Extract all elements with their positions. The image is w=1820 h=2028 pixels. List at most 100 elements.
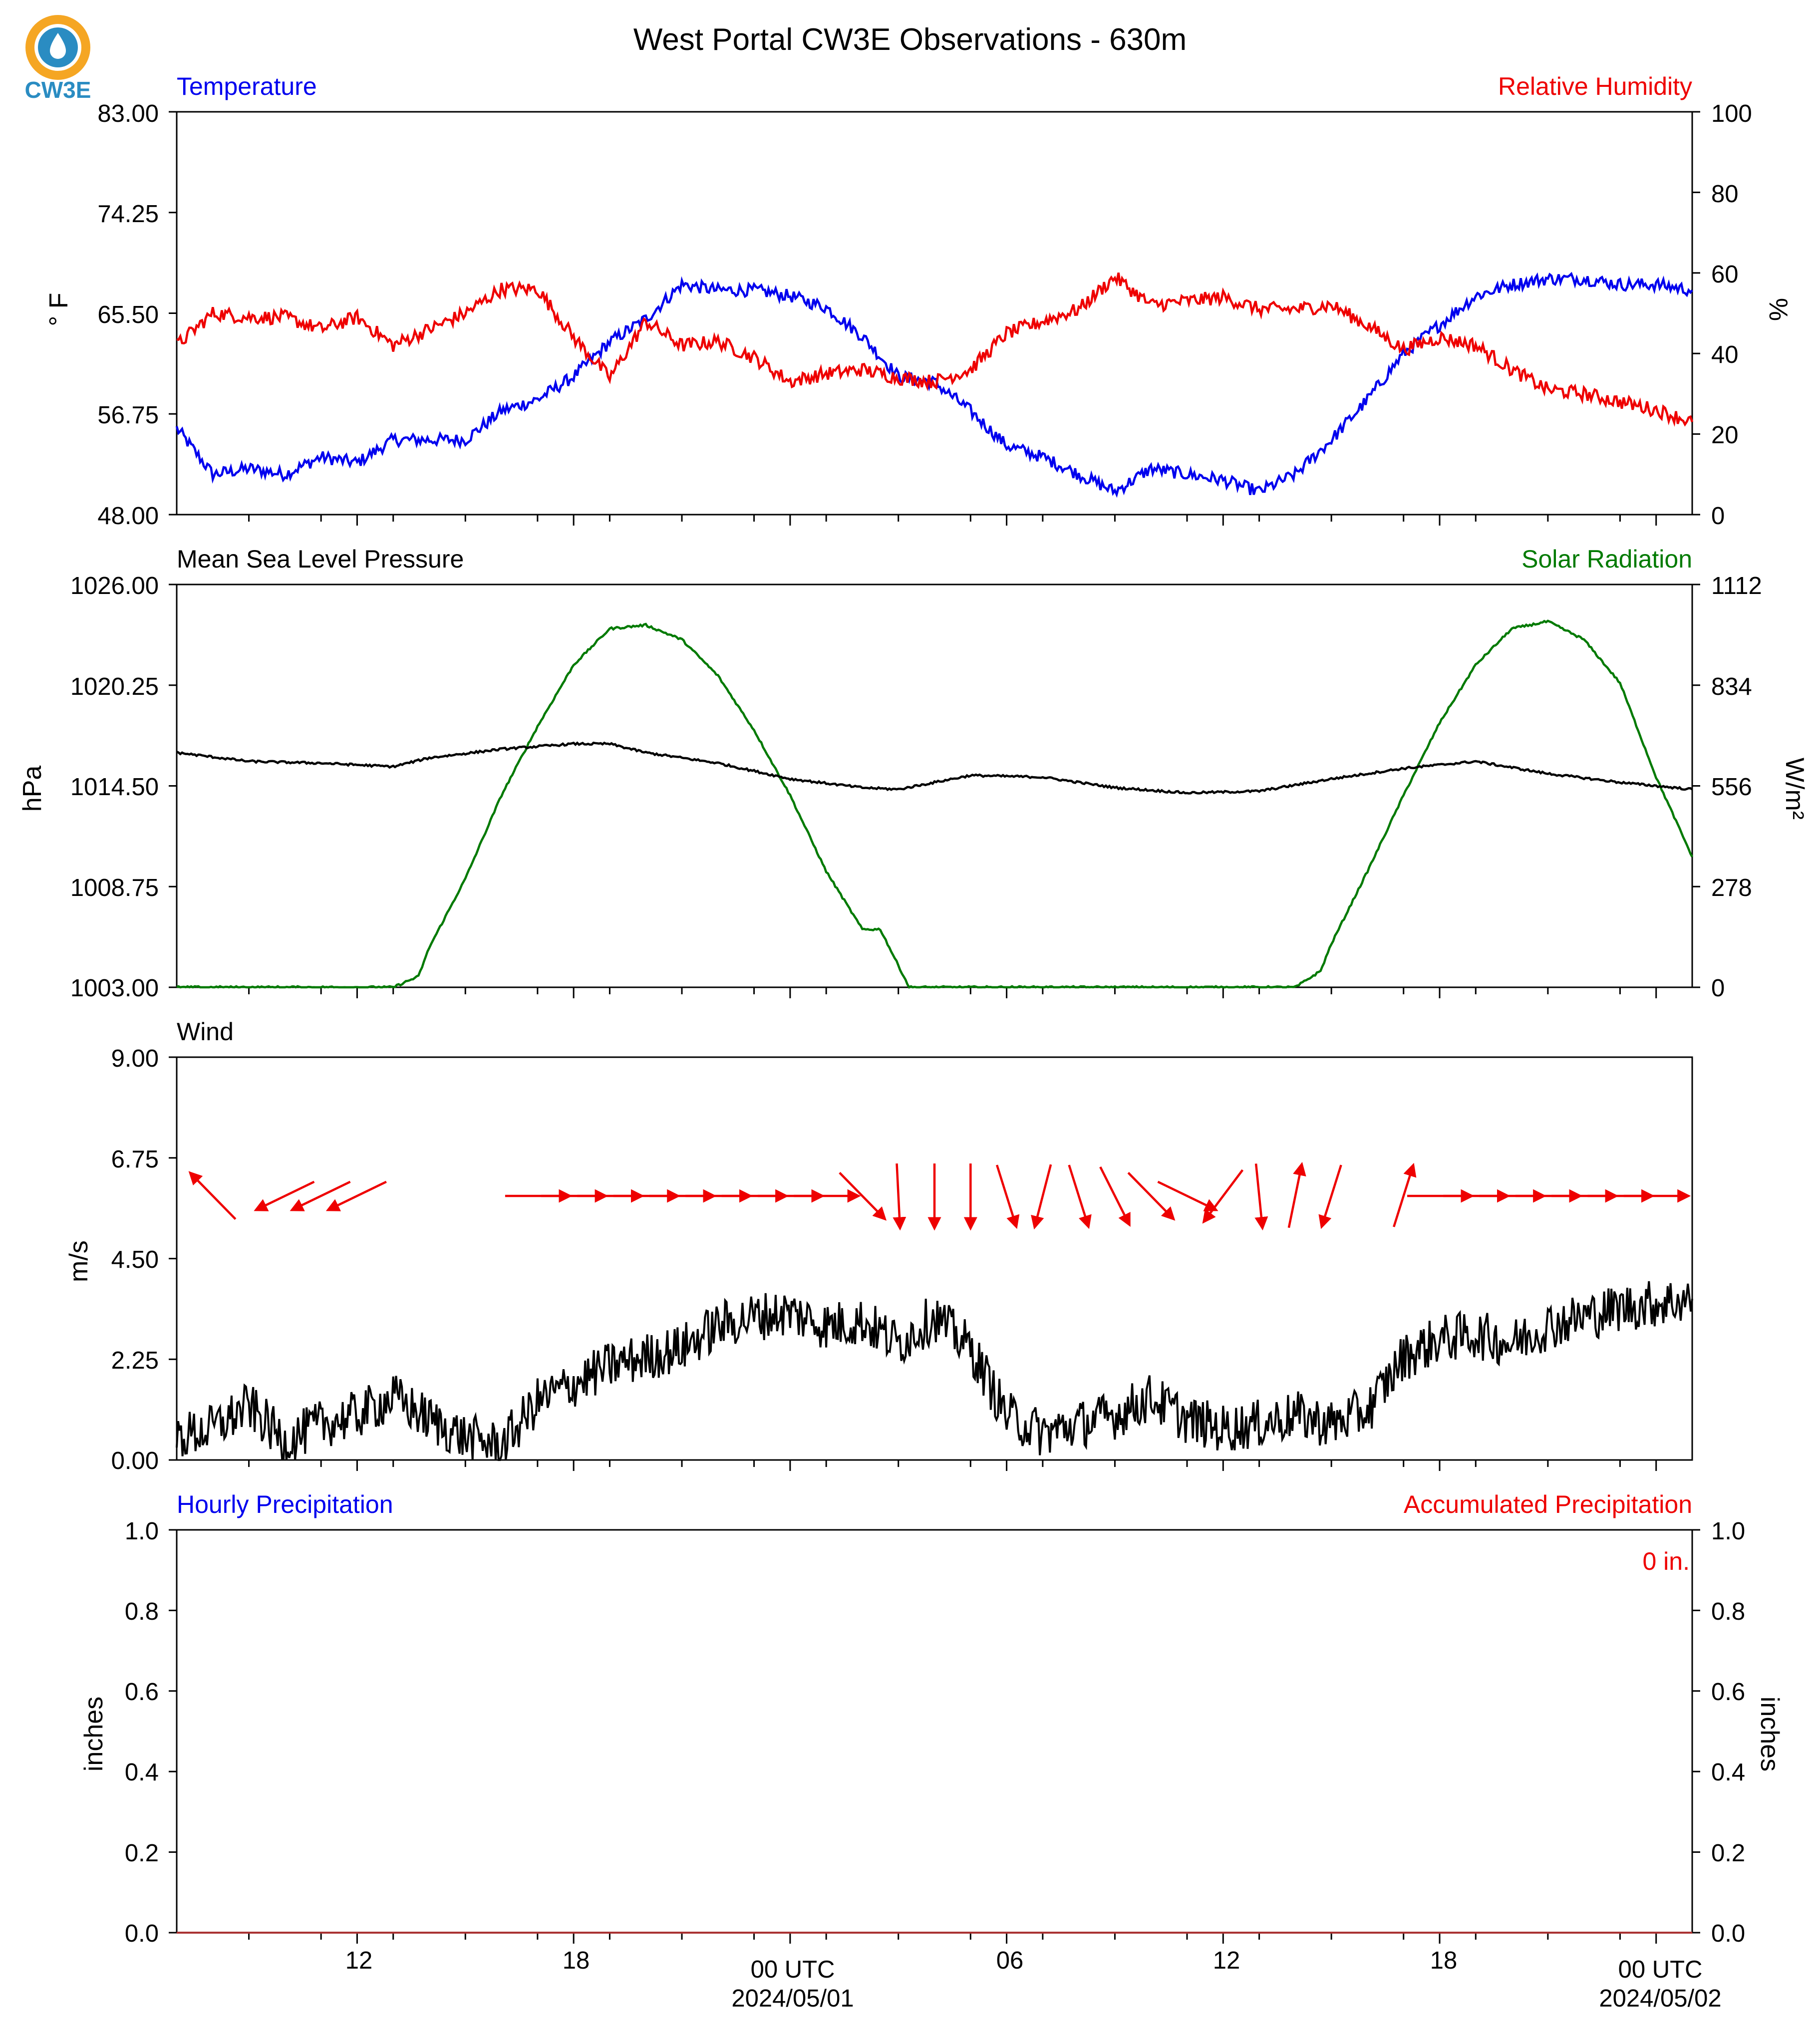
temperature-line (175, 272, 1693, 498)
x-date-label: 2024/05/02 (1599, 1985, 1721, 2012)
rh-tick-label: 40 (1711, 341, 1739, 368)
accum-precip-value: 0 in. (1642, 1547, 1690, 1575)
pressure-tick-label: 1014.50 (70, 774, 159, 801)
pressure-line (176, 741, 1693, 795)
wind-direction-arrow (995, 1164, 1020, 1229)
humidity-y-ticks: 100 80 60 40 20 0 (1711, 100, 1752, 530)
wind-direction-arrow (1127, 1171, 1176, 1221)
temperature-title: Temperature (177, 72, 317, 100)
precip-tick-label: 0.4 (125, 1759, 159, 1786)
x-tick-label: 12 (345, 1947, 373, 1974)
solar-tick-label: 0 (1711, 975, 1725, 1002)
precip-tick-label: 0.6 (125, 1679, 159, 1706)
cw3e-logo: CW3E (25, 15, 91, 103)
pressure-y-ticks: 1026.00 1020.25 1014.50 1008.75 1003.00 (70, 573, 159, 1002)
temp-tick-label: 74.25 (97, 201, 159, 228)
wind-tick-label: 4.50 (111, 1246, 159, 1273)
wind-direction-arrow (1393, 1162, 1417, 1227)
panel-wind: Wind m/s 9.00 6.75 4.50 2.25 0.00 (64, 1018, 234, 1474)
solar-tick-label: 278 (1711, 874, 1752, 901)
wind-direction-arrow (1099, 1166, 1131, 1227)
wind-speed-line (176, 1281, 1693, 1461)
precip-tick-label: 0.8 (125, 1598, 159, 1625)
wind-direction-arrow (1254, 1163, 1268, 1231)
solar-radiation-line (176, 619, 1693, 989)
temperature-unit-label: ° F (44, 292, 73, 326)
x-tick-label: 18 (1430, 1947, 1458, 1974)
wind-direction-arrow (1318, 1164, 1342, 1229)
precip-tick-label: 0.0 (1711, 1920, 1745, 1947)
temperature-y-ticks: 83.00 74.25 65.50 56.75 48.00 (97, 100, 159, 530)
x-tick-label: 12 (1213, 1947, 1240, 1974)
wind-direction-arrow (1031, 1164, 1052, 1230)
wind-tick-label: 6.75 (111, 1146, 159, 1173)
panel-temp-rh: Temperature Relative Humidity ° F % 83.0… (44, 72, 1793, 530)
wind-tick-label: 2.25 (111, 1347, 159, 1374)
wind-direction-arrow (1157, 1180, 1218, 1211)
humidity-unit-label: % (1764, 298, 1793, 321)
wind-unit-label: m/s (64, 1240, 93, 1282)
humidity-line (176, 272, 1694, 427)
wind-tick-label: 0.00 (111, 1448, 159, 1474)
x-tick-label: 18 (563, 1947, 590, 1974)
precip-left-y-ticks: 1.0 0.8 0.6 0.4 0.2 0.0 (125, 1518, 159, 1947)
pressure-tick-label: 1026.00 (70, 573, 159, 599)
rh-tick-label: 80 (1711, 181, 1739, 208)
x-tick-label: 06 (996, 1947, 1024, 1974)
pressure-title: Mean Sea Level Pressure (177, 545, 464, 573)
hourly-precip-title: Hourly Precipitation (177, 1490, 393, 1518)
rh-tick-label: 100 (1711, 100, 1752, 127)
rh-tick-label: 0 (1711, 503, 1725, 530)
temp-tick-label: 48.00 (97, 503, 159, 530)
precip-tick-label: 0.8 (1711, 1598, 1745, 1625)
rh-tick-label: 60 (1711, 261, 1739, 288)
wind-tick-label: 9.00 (111, 1045, 159, 1072)
precip-right-unit-label: inches (1755, 1697, 1784, 1771)
solar-tick-label: 556 (1711, 774, 1752, 801)
solar-title: Solar Radiation (1521, 545, 1692, 573)
x-tick-label: 00 UTC (1618, 1956, 1703, 1983)
panel-precip: Hourly Precipitation Accumulated Precipi… (79, 1490, 1784, 1947)
wind-direction-arrow (290, 1180, 351, 1211)
precip-tick-label: 0.4 (1711, 1759, 1745, 1786)
panel-pressure-solar: Mean Sea Level Pressure Solar Radiation … (18, 545, 1809, 1002)
precip-tick-label: 0.2 (1711, 1840, 1745, 1867)
chart-title: West Portal CW3E Observations - 630m (633, 22, 1187, 57)
wind-direction-arrow (254, 1180, 315, 1211)
logo-drop-icon (50, 33, 66, 59)
wind-direction-arrow (325, 1180, 387, 1211)
wind-direction-arrow (1202, 1169, 1244, 1224)
x-date-label: 2024/05/01 (731, 1985, 854, 2012)
logo-text: CW3E (25, 77, 91, 103)
wind-direction-arrow (839, 1171, 887, 1221)
wind-direction-arrow (1287, 1161, 1306, 1228)
temp-tick-label: 83.00 (97, 100, 159, 127)
accum-precip-title: Accumulated Precipitation (1404, 1490, 1692, 1518)
humidity-title: Relative Humidity (1498, 72, 1692, 100)
precip-tick-label: 1.0 (125, 1518, 159, 1545)
plot-layer (169, 111, 1700, 1944)
wind-y-ticks: 9.00 6.75 4.50 2.25 0.00 (111, 1045, 159, 1474)
solar-tick-label: 1112 (1711, 573, 1762, 599)
precip-tick-label: 0.0 (125, 1920, 159, 1947)
solar-unit-label: W/m² (1780, 758, 1809, 820)
temp-tick-label: 56.75 (97, 402, 159, 429)
temp-tick-label: 65.50 (97, 301, 159, 328)
wind-title: Wind (177, 1018, 234, 1046)
pressure-tick-label: 1003.00 (70, 975, 159, 1002)
wind-direction-arrow (1068, 1164, 1092, 1229)
pressure-unit-label: hPa (18, 766, 47, 812)
pressure-tick-label: 1020.25 (70, 673, 159, 700)
precip-tick-label: 0.6 (1711, 1679, 1745, 1706)
precip-right-y-ticks: 1.0 0.8 0.6 0.4 0.2 0.0 (1711, 1518, 1745, 1947)
precip-tick-label: 0.2 (125, 1840, 159, 1867)
x-axis-labels: 12 18 00 UTC 06 12 18 00 UTC 2024/05/01 … (345, 1947, 1722, 2012)
precip-tick-label: 1.0 (1711, 1518, 1745, 1545)
solar-y-ticks: 1112 834 556 278 0 (1711, 573, 1762, 1002)
logo-ring (25, 15, 90, 80)
wind-direction-arrow (188, 1171, 237, 1220)
wind-direction-arrow (893, 1163, 907, 1231)
pressure-tick-label: 1008.75 (70, 874, 159, 901)
x-tick-label: 00 UTC (751, 1956, 835, 1983)
